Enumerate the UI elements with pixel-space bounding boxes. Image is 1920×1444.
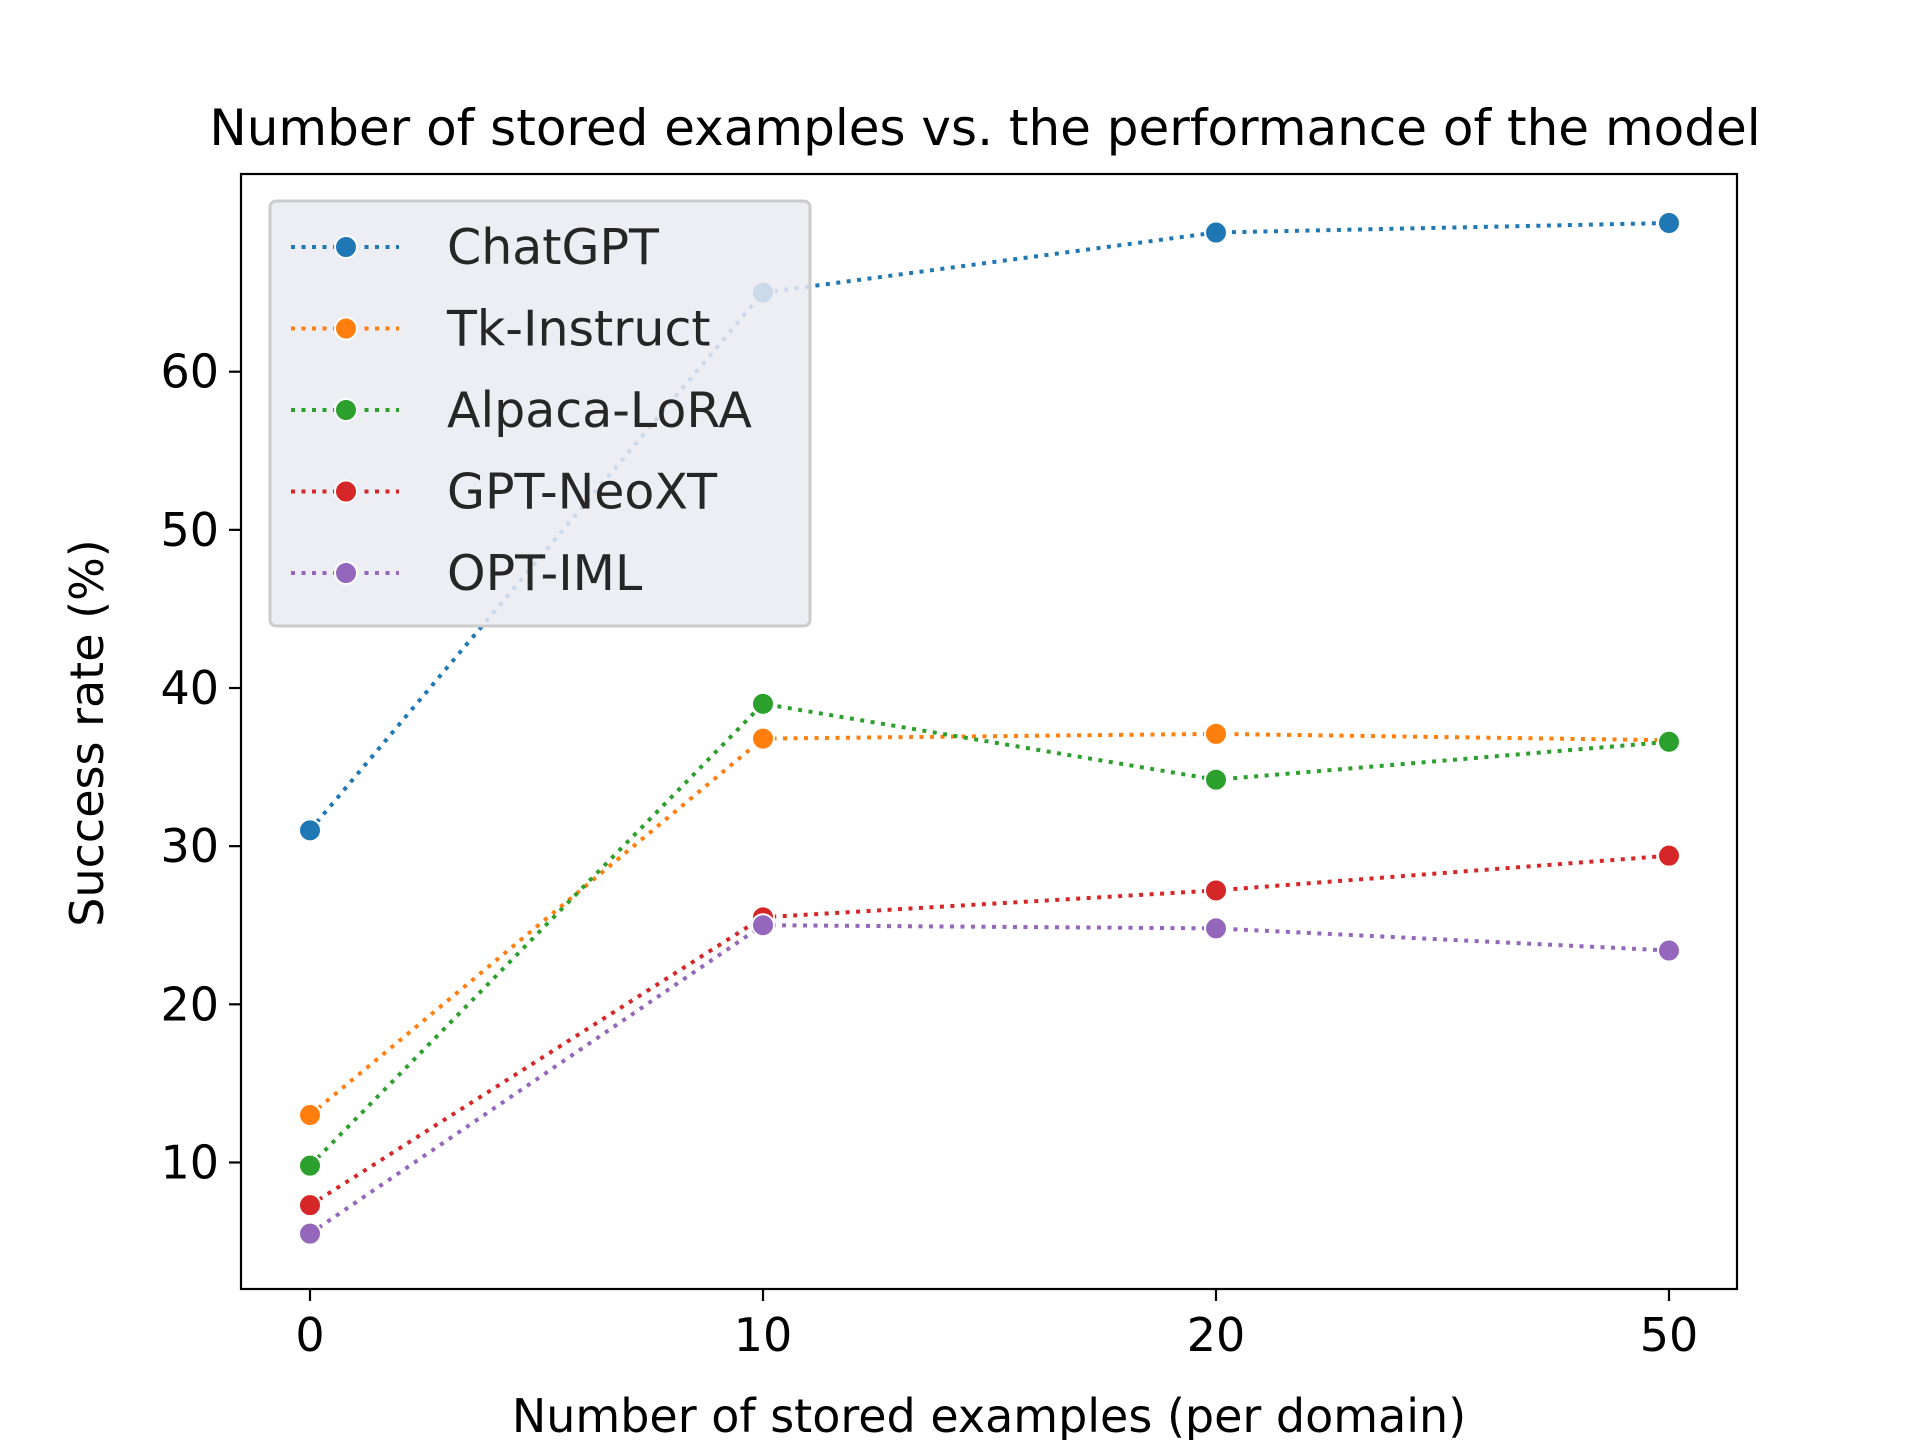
legend-marker-opt-iml: [334, 561, 358, 585]
legend-label-alpaca-lora: Alpaca-LoRA: [447, 382, 752, 439]
x-tick-label: 50: [1640, 1308, 1699, 1362]
data-point-chatgpt: [298, 818, 322, 843]
data-point-opt-iml: [751, 913, 775, 938]
series-line-tk-instruct: [308, 731, 1670, 1117]
data-point-alpaca-lora: [1204, 767, 1228, 792]
data-point-alpaca-lora: [298, 1153, 322, 1178]
x-tick-label: 20: [1187, 1308, 1246, 1362]
series-line-alpaca-lora: [308, 701, 1670, 1168]
data-point-chatgpt: [1657, 211, 1681, 236]
chart-title: Number of stored examples vs. the perfor…: [209, 99, 1760, 157]
y-tick-label: 10: [160, 1135, 219, 1189]
x-tick-label: 10: [734, 1308, 793, 1362]
x-tick-label: 0: [295, 1308, 324, 1362]
plot-frame: [239, 172, 1739, 1291]
data-point-alpaca-lora: [751, 691, 775, 716]
x-axis-title: Number of stored examples (per domain): [512, 1389, 1466, 1440]
data-point-alpaca-lora: [1657, 729, 1681, 754]
data-point-chatgpt: [1204, 220, 1228, 245]
legend-box: [268, 199, 812, 628]
series-line-gpt-neoxt: [308, 853, 1670, 1207]
data-point-tk-instruct: [751, 726, 775, 751]
data-point-tk-instruct: [1204, 721, 1228, 746]
data-point-opt-iml: [1657, 938, 1681, 963]
legend-marker-tk-instruct: [334, 316, 358, 341]
legend-marker-gpt-neoxt: [334, 479, 358, 504]
data-point-opt-iml: [1204, 916, 1228, 941]
legend-label-tk-instruct: Tk-Instruct: [446, 301, 711, 358]
series-line-opt-iml: [308, 923, 1670, 1236]
legend-label-chatgpt: ChatGPT: [447, 219, 660, 276]
y-tick-label: 60: [160, 345, 219, 399]
legend-marker-chatgpt: [334, 235, 358, 259]
data-point-gpt-neoxt: [1204, 878, 1228, 903]
legend-marker-alpaca-lora: [334, 398, 358, 422]
y-tick-label: 30: [160, 819, 219, 873]
data-point-tk-instruct: [298, 1103, 322, 1128]
data-point-gpt-neoxt: [298, 1193, 322, 1218]
data-point-opt-iml: [298, 1221, 322, 1246]
legend-label-opt-iml: OPT-IML: [447, 545, 643, 602]
series-line-chatgpt: [308, 221, 1670, 832]
data-point-gpt-neoxt: [1657, 843, 1681, 868]
y-tick-label: 40: [160, 661, 219, 715]
y-axis-title: Success rate (%): [60, 539, 114, 926]
legend-label-gpt-neoxt: GPT-NeoXT: [447, 464, 718, 521]
y-tick-label: 20: [160, 977, 219, 1031]
y-tick-label: 50: [160, 503, 219, 557]
